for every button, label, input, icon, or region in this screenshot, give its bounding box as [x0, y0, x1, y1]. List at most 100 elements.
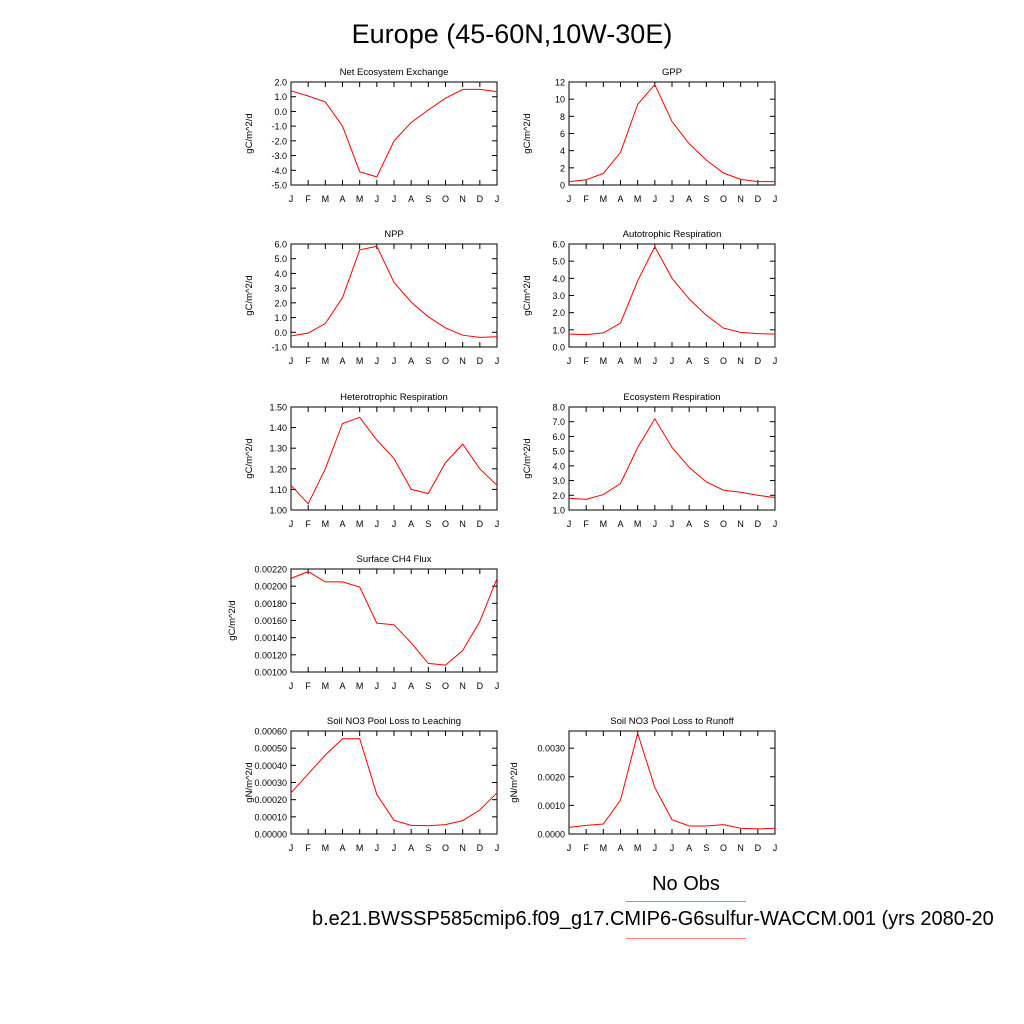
- x-tick-label: M: [356, 194, 364, 204]
- x-tick-label: M: [634, 356, 642, 366]
- x-tick-label: A: [686, 194, 692, 204]
- y-tick-label: 1.00: [269, 506, 287, 516]
- x-tick-label: S: [703, 519, 709, 529]
- x-tick-label: F: [305, 194, 311, 204]
- y-tick-label: 2.0: [274, 78, 287, 88]
- y-tick-label: 1.10: [269, 485, 287, 495]
- panel-title: Net Ecosystem Exchange: [340, 67, 449, 78]
- chart-panel: Autotrophic Respiration gC/m^2/d 6.0 5.0 4.0…: [522, 229, 777, 366]
- y-axis-label: gN/m^2/d: [509, 762, 520, 802]
- x-tick-label: J: [653, 843, 658, 853]
- x-tick-label: M: [356, 681, 364, 691]
- y-tick-label: 0.00040: [254, 761, 287, 771]
- chart-panel: Net Ecosystem Exchange gC/m^2/d 2.0 1.0 0.0 -…: [244, 67, 499, 204]
- chart-panel: Surface CH4 Flux gC/m^2/d 0.00220 0.00200 0.…: [227, 554, 499, 691]
- y-tick-label: 0.0000: [537, 830, 565, 840]
- x-tick-label: O: [720, 194, 727, 204]
- y-tick-label: 0: [560, 181, 565, 191]
- legend-obs-line: [626, 901, 746, 902]
- x-tick-label: J: [653, 356, 658, 366]
- x-tick-label: J: [670, 356, 675, 366]
- x-tick-label: J: [495, 194, 500, 204]
- x-tick-label: A: [617, 194, 623, 204]
- x-tick-label: A: [339, 194, 345, 204]
- x-tick-label: A: [339, 519, 345, 529]
- x-tick-label: F: [305, 356, 311, 366]
- y-tick-label: 1.50: [269, 403, 287, 413]
- x-tick-label: J: [670, 843, 675, 853]
- x-tick-label: A: [408, 194, 414, 204]
- x-tick-label: N: [459, 843, 466, 853]
- x-tick-label: J: [653, 519, 658, 529]
- x-tick-label: S: [425, 681, 431, 691]
- y-tick-label: -5.0: [271, 181, 287, 191]
- y-tick-label: 0.00120: [254, 650, 287, 660]
- y-axis-label: gC/m^2/d: [522, 113, 533, 153]
- y-tick-label: 4.0: [552, 461, 565, 471]
- y-tick-label: 0.0: [274, 107, 287, 117]
- x-tick-label: F: [305, 843, 311, 853]
- x-tick-label: J: [653, 194, 658, 204]
- y-axis-label: gC/m^2/d: [522, 438, 533, 478]
- x-tick-label: M: [356, 843, 364, 853]
- panel-title: Soil NO3 Pool Loss to Leaching: [327, 716, 461, 727]
- y-tick-label: 0.0020: [537, 772, 565, 782]
- y-tick-label: -1.0: [271, 122, 287, 132]
- y-tick-label: 4: [560, 146, 565, 156]
- x-tick-label: J: [375, 519, 380, 529]
- x-tick-label: J: [495, 843, 500, 853]
- y-tick-label: 4.0: [552, 274, 565, 284]
- x-tick-label: J: [392, 843, 397, 853]
- y-axis-label: gN/m^2/d: [244, 762, 255, 802]
- x-tick-label: D: [477, 843, 484, 853]
- x-tick-label: N: [737, 356, 744, 366]
- y-tick-label: 0.00020: [254, 795, 287, 805]
- x-tick-label: D: [755, 843, 762, 853]
- x-tick-label: N: [459, 519, 466, 529]
- y-tick-label: 3.0: [274, 284, 287, 294]
- y-tick-label: 8.0: [552, 403, 565, 413]
- y-tick-label: 1.0: [274, 92, 287, 102]
- x-tick-label: M: [634, 194, 642, 204]
- x-tick-label: J: [289, 843, 294, 853]
- x-tick-label: S: [703, 843, 709, 853]
- y-axis-label: gC/m^2/d: [522, 275, 533, 315]
- panel-title: Autotrophic Respiration: [623, 229, 722, 240]
- plot-frame: [568, 406, 776, 511]
- panel-title: NPP: [384, 229, 404, 240]
- x-tick-label: S: [703, 356, 709, 366]
- y-tick-label: 6: [560, 129, 565, 139]
- x-tick-label: J: [567, 194, 572, 204]
- plot-frame: [290, 568, 498, 673]
- x-tick-label: N: [459, 194, 466, 204]
- series-line: [290, 88, 498, 178]
- x-tick-label: A: [408, 356, 414, 366]
- x-tick-label: J: [670, 194, 675, 204]
- x-tick-label: F: [583, 356, 589, 366]
- x-tick-label: D: [755, 519, 762, 529]
- x-tick-label: F: [583, 194, 589, 204]
- x-tick-label: D: [477, 519, 484, 529]
- x-tick-label: S: [425, 519, 431, 529]
- x-tick-label: O: [442, 681, 449, 691]
- x-tick-label: M: [634, 843, 642, 853]
- y-tick-label: 5.0: [552, 257, 565, 267]
- y-tick-label: 2: [560, 163, 565, 173]
- series-line: [290, 738, 498, 827]
- y-axis-label: gC/m^2/d: [244, 113, 255, 153]
- y-tick-label: 2.0: [274, 298, 287, 308]
- y-tick-label: 3.0: [552, 291, 565, 301]
- x-tick-label: J: [392, 681, 397, 691]
- panel-title: Heterotrophic Respiration: [340, 392, 448, 403]
- y-tick-label: 0.0: [274, 328, 287, 338]
- x-tick-label: D: [477, 194, 484, 204]
- x-tick-label: J: [392, 194, 397, 204]
- y-tick-label: 1.0: [552, 506, 565, 516]
- panel-title: Surface CH4 Flux: [357, 554, 432, 565]
- series-line: [290, 416, 498, 505]
- x-tick-label: M: [634, 519, 642, 529]
- x-tick-label: N: [459, 356, 466, 366]
- y-tick-label: 2.0: [552, 491, 565, 501]
- series-line: [568, 245, 776, 336]
